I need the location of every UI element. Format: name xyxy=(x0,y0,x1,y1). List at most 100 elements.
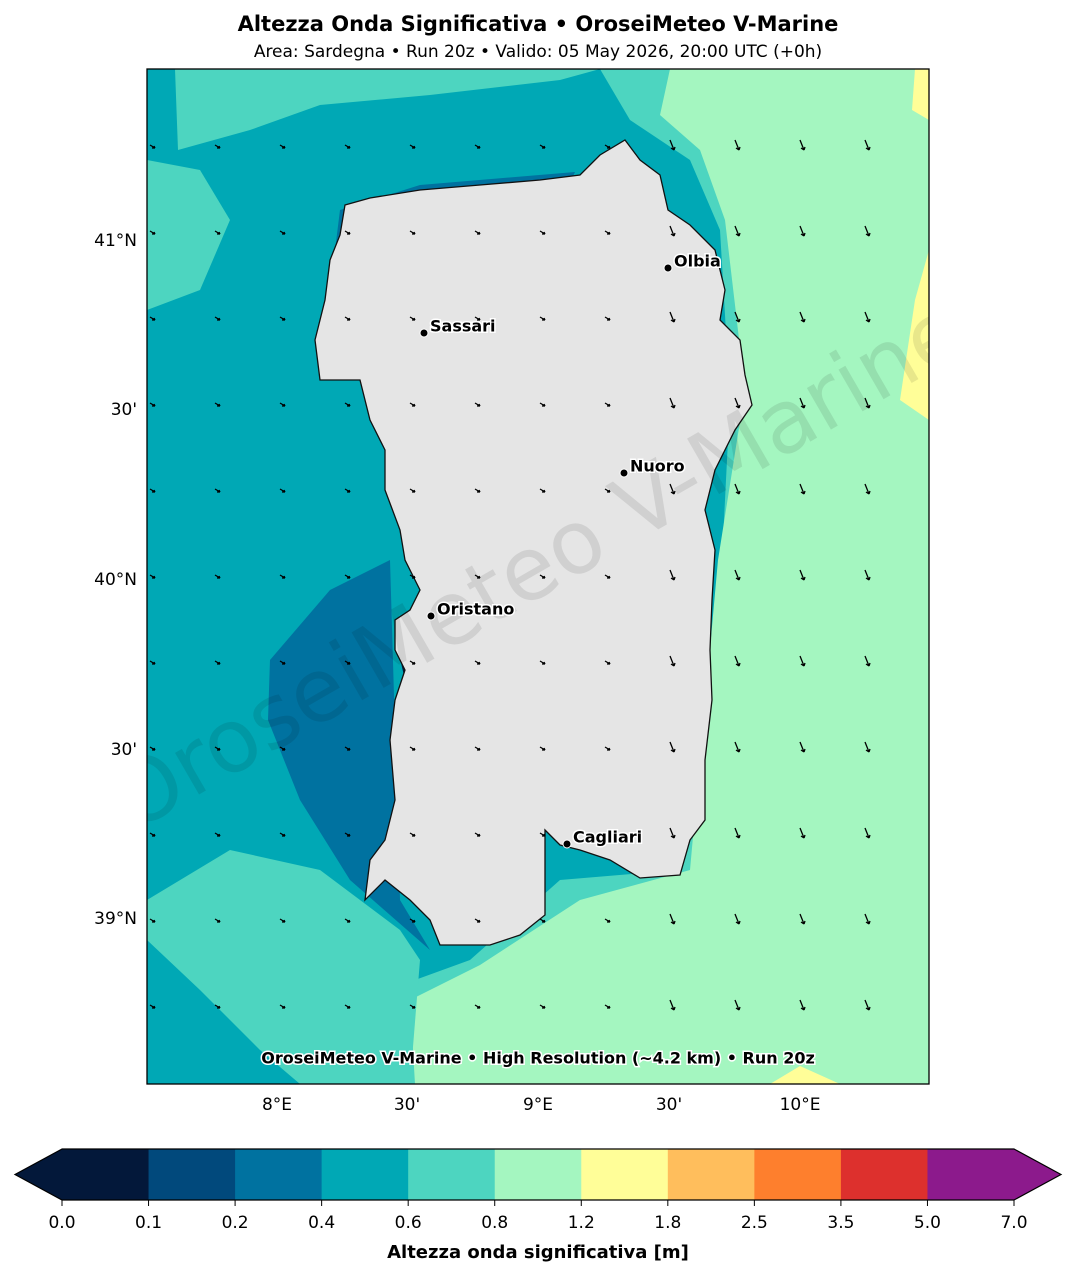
city-label: Cagliari xyxy=(573,828,642,847)
island xyxy=(314,139,753,946)
labels: 41°N 30' 40°N 30' 39°N 8°E 30' 9°E 30' 10°E Olbia S… xyxy=(13,231,1063,1233)
wind-arrow xyxy=(864,397,871,409)
wind-arrow xyxy=(409,488,416,493)
wind-arrow xyxy=(864,913,871,925)
wind-arrow xyxy=(539,230,546,235)
wind-arrow xyxy=(344,230,351,235)
wind-arrow xyxy=(474,574,481,579)
sea-zone xyxy=(147,69,600,150)
wind-arrow xyxy=(604,1004,611,1009)
subtitle: Area: Sardegna • Run 20z • Valido: 05 Ma… xyxy=(254,42,822,62)
lat-label: 30' xyxy=(111,740,137,760)
wind-arrow xyxy=(214,660,221,665)
wind-arrow xyxy=(344,488,351,493)
wind-arrow xyxy=(539,488,546,493)
city-label: Nuoro xyxy=(630,457,685,476)
wind-arrow xyxy=(279,832,286,837)
wind-arrow xyxy=(734,913,741,925)
wind-arrow xyxy=(669,397,676,409)
wind-arrow xyxy=(279,660,286,665)
wind-arrow xyxy=(279,144,286,149)
wind-arrow xyxy=(604,488,611,493)
wind-arrow xyxy=(474,918,481,923)
wind-arrow xyxy=(734,569,741,581)
lon-label: 30' xyxy=(656,1095,682,1115)
sea-zone xyxy=(147,160,230,310)
wind-arrow xyxy=(734,397,741,409)
wind-arrow xyxy=(799,655,806,667)
wind-arrow xyxy=(799,569,806,581)
wind-arrow xyxy=(344,144,351,149)
colorbar-tick-label: 0.8 xyxy=(481,1213,508,1233)
wind-arrow xyxy=(474,402,481,407)
wind-arrow xyxy=(799,397,806,409)
colorbar-tick-label: 7.0 xyxy=(1000,1213,1027,1233)
wind-arrow xyxy=(799,139,806,151)
wind-arrow xyxy=(669,741,676,753)
wind-arrow xyxy=(214,144,221,149)
colorbar-segment xyxy=(667,1149,755,1200)
wind-arrow xyxy=(409,1004,416,1009)
map: OroseiMeteo V-Marine OroseiMeteo V-Marin… xyxy=(147,69,929,1084)
wind-arrow xyxy=(279,1004,286,1009)
colorbar-extension xyxy=(1014,1149,1061,1200)
colorbar-label: Altezza onda significativa [m] xyxy=(387,1242,689,1263)
wind-arrow xyxy=(474,1004,481,1009)
wind-arrow xyxy=(409,832,416,837)
wind-arrow xyxy=(344,832,351,837)
wind-arrow xyxy=(149,488,156,493)
wind-arrow xyxy=(214,488,221,493)
wind-arrow xyxy=(474,144,481,149)
wind-arrow xyxy=(799,311,806,323)
wind-arrow xyxy=(279,746,286,751)
sea-zone xyxy=(410,69,929,1084)
wind-arrow xyxy=(539,832,546,837)
wind-arrow xyxy=(734,139,741,151)
wind-arrow xyxy=(149,316,156,321)
sea-zone xyxy=(147,940,300,1084)
colorbar-segment xyxy=(321,1149,409,1200)
wind-arrow xyxy=(344,402,351,407)
wind-arrow xyxy=(864,827,871,839)
wind-arrow xyxy=(214,918,221,923)
colorbar-segment xyxy=(840,1149,928,1200)
wind-arrow xyxy=(474,488,481,493)
wind-arrow xyxy=(149,832,156,837)
wind-arrow xyxy=(799,999,806,1011)
colorbar-segment xyxy=(148,1149,236,1200)
wind-arrow xyxy=(409,144,416,149)
map-frame xyxy=(146,68,930,1085)
city-label: Olbia xyxy=(674,252,721,271)
wind-arrow xyxy=(604,660,611,665)
wind-arrow xyxy=(279,488,286,493)
colorbar-tick-label: 5.0 xyxy=(914,1213,941,1233)
wind-arrow xyxy=(539,574,546,579)
wind-arrow xyxy=(409,574,416,579)
colorbar-tick-label: 0.1 xyxy=(135,1213,162,1233)
lon-label: 9°E xyxy=(523,1095,553,1115)
wind-arrow xyxy=(344,1004,351,1009)
wind-arrow xyxy=(214,316,221,321)
wind-arrow xyxy=(344,316,351,321)
colorbar-tick-label: 0.6 xyxy=(395,1213,422,1233)
wind-arrows xyxy=(149,139,871,1011)
lon-label: 30' xyxy=(394,1095,420,1115)
colorbar-segment xyxy=(754,1149,842,1200)
colorbar-segment xyxy=(235,1149,323,1200)
wind-arrow xyxy=(214,746,221,751)
wind-arrow xyxy=(409,316,416,321)
wind-arrow xyxy=(734,999,741,1011)
colorbar-segment xyxy=(927,1149,1015,1200)
wind-arrow xyxy=(279,918,286,923)
wind-arrow xyxy=(539,316,546,321)
city-label: Sassari xyxy=(430,317,496,336)
wind-arrow xyxy=(149,660,156,665)
wind-arrow xyxy=(864,741,871,753)
wind-arrow xyxy=(474,746,481,751)
wind-arrow xyxy=(214,832,221,837)
lon-label: 10°E xyxy=(780,1095,821,1115)
colorbar-tick-label: 2.5 xyxy=(741,1213,768,1233)
wind-arrow xyxy=(409,660,416,665)
wind-arrow xyxy=(799,741,806,753)
